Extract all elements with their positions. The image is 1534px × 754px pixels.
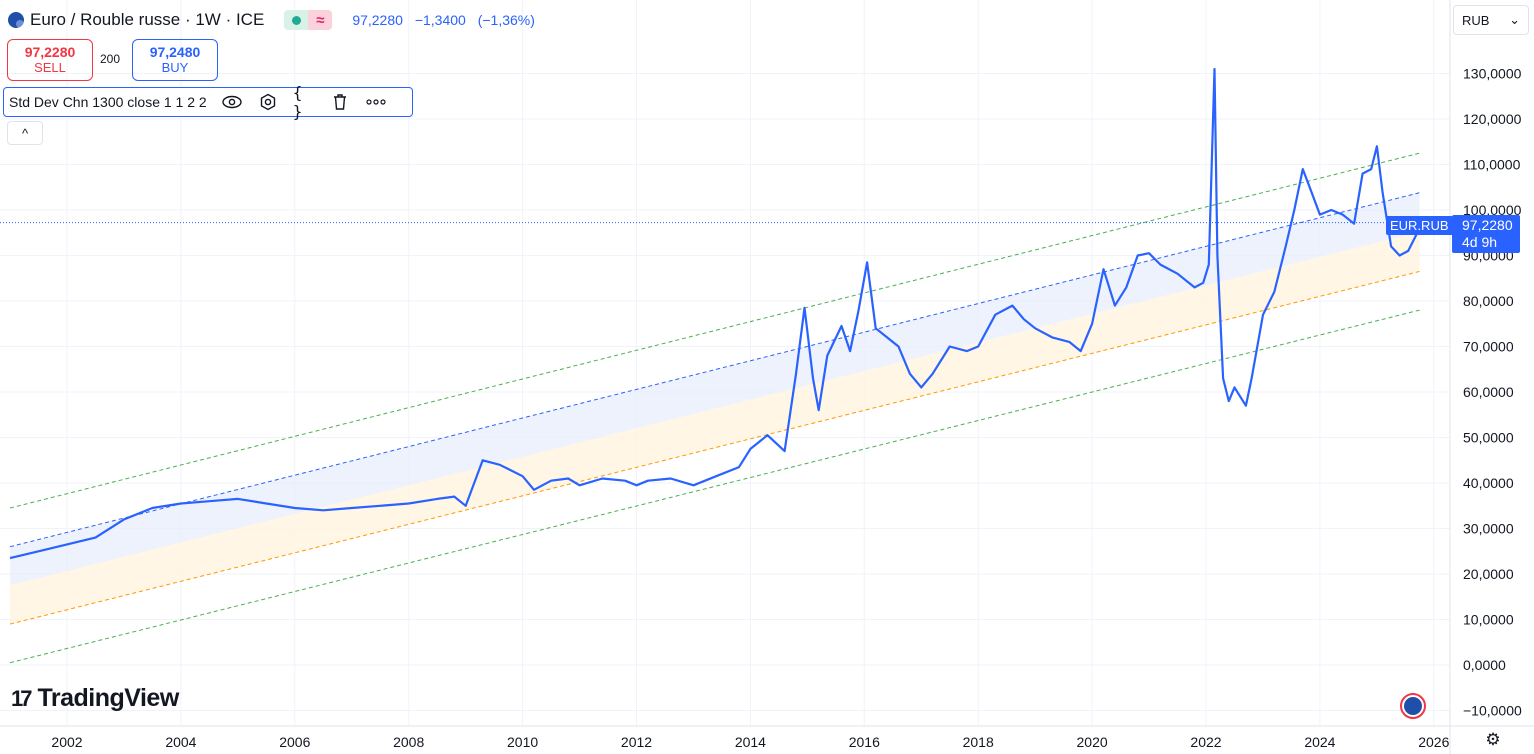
spread-value: 200 <box>100 52 121 66</box>
price-line <box>9 67 1421 560</box>
price-tick-label: 130,0000 <box>1463 66 1522 82</box>
more-icon[interactable] <box>365 91 387 113</box>
channel-lower-inner-line <box>9 270 1420 625</box>
time-tick-label: 2008 <box>393 734 424 750</box>
time-tick-label: 2012 <box>621 734 652 750</box>
price-tick-label: 0,0000 <box>1463 657 1506 673</box>
symbol-title[interactable]: Euro / Rouble russe · 1W · ICE <box>30 10 265 29</box>
price-tick-label: −10,0000 <box>1463 703 1522 719</box>
trash-icon[interactable] <box>329 91 351 113</box>
time-tick-label: 2004 <box>165 734 196 750</box>
last-price-label: 97,2280 <box>1462 217 1513 233</box>
tradingview-logo-text: TradingView <box>37 684 179 712</box>
buy-button[interactable]: 97,2480 BUY <box>132 39 218 81</box>
price-tick-label: 80,0000 <box>1463 293 1514 309</box>
market-status-pill[interactable]: ≈ <box>284 10 333 30</box>
channel-upper-outer-line <box>9 152 1420 509</box>
time-tick-label: 2026 <box>1418 734 1449 750</box>
time-tick-label: 2024 <box>1304 734 1335 750</box>
symbol-header: Euro / Rouble russe · 1W · ICE ≈ 97,2280… <box>8 8 543 32</box>
price-tick-label: 100,0000 <box>1463 202 1522 218</box>
chevron-down-icon: ⌄ <box>1509 12 1520 27</box>
tradingview-logo[interactable]: 17 TradingView <box>11 684 179 713</box>
sell-button[interactable]: 97,2280 SELL <box>7 39 93 81</box>
eu-currency-badge-icon[interactable] <box>1400 693 1426 719</box>
study-label[interactable]: Std Dev Chn 1300 close 1 1 2 2 <box>9 94 207 110</box>
price-tick-label: 30,0000 <box>1463 521 1514 537</box>
price-axis[interactable]: 130,0000120,0000110,0000100,000090,00008… <box>1463 66 1522 719</box>
price-tick-label: 60,0000 <box>1463 384 1514 400</box>
currency-value: RUB <box>1462 12 1490 28</box>
price-tick-label: 10,0000 <box>1463 612 1514 628</box>
channel-lower-outer-line <box>9 309 1420 664</box>
time-tick-label: 2002 <box>51 734 82 750</box>
buy-price: 97,2480 <box>149 44 201 60</box>
time-tick-label: 2016 <box>849 734 880 750</box>
time-tick-label: 2010 <box>507 734 538 750</box>
channel-lower-fill <box>10 231 1420 625</box>
time-tick-label: 2014 <box>735 734 766 750</box>
time-tick-label: 2022 <box>1190 734 1221 750</box>
last-price-tag: 97,2280 4d 9h <box>1452 215 1520 253</box>
market-open-icon <box>284 10 309 30</box>
bar-countdown: 4d 9h <box>1462 234 1498 250</box>
price-tick-label: 40,0000 <box>1463 475 1514 491</box>
price-tick-label: 110,0000 <box>1463 157 1521 173</box>
currency-select[interactable]: RUB ⌄ <box>1453 5 1529 35</box>
sell-label: SELL <box>34 60 66 75</box>
delayed-data-icon: ≈ <box>308 10 333 30</box>
tradingview-logo-icon: 17 <box>11 685 33 711</box>
channel-lines <box>9 152 1420 664</box>
price-tick-label: 50,0000 <box>1463 430 1514 446</box>
settings-gear-icon[interactable]: ⚙ <box>1485 730 1501 749</box>
header-change-pct: (−1,36%) <box>477 12 535 28</box>
buy-label: BUY <box>161 60 189 75</box>
gear-icon[interactable] <box>257 91 279 113</box>
symbol-price-tag: EUR.RUB <box>1386 216 1453 235</box>
euro-flag-icon <box>8 12 24 28</box>
channel-fills <box>10 192 1420 625</box>
price-tick-label: 20,0000 <box>1463 566 1514 582</box>
header-quote: 97,2280 −1,3400 (−1,36%) <box>352 12 543 28</box>
header-change: −1,3400 <box>414 12 466 28</box>
collapse-legend-button[interactable]: ^ <box>7 121 43 145</box>
price-tick-label: 120,0000 <box>1463 111 1522 127</box>
price-series <box>9 67 1421 560</box>
code-icon[interactable]: { } <box>292 83 303 121</box>
time-tick-label: 2020 <box>1077 734 1108 750</box>
channel-upper-inner-line <box>9 192 1420 548</box>
sell-price: 97,2280 <box>24 44 76 60</box>
time-tick-label: 2006 <box>279 734 310 750</box>
time-axis[interactable]: 2002 2004 2006 2008 2010 2012 2014 2016 2018 2020… <box>51 734 1449 750</box>
price-tick-label: 70,0000 <box>1463 339 1514 355</box>
time-tick-label: 2018 <box>963 734 994 750</box>
channel-upper-fill <box>10 192 1420 586</box>
study-legend[interactable]: Std Dev Chn 1300 close 1 1 2 2 { } <box>3 83 413 121</box>
header-last-price: 97,2280 <box>352 12 403 28</box>
eye-icon[interactable] <box>221 91 243 113</box>
chevron-up-icon: ^ <box>21 125 29 141</box>
